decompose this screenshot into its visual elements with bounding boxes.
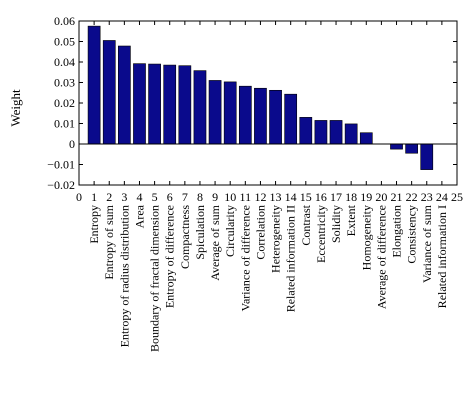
category-label: Heterogeneity <box>269 205 283 273</box>
category-label: Homogeneity <box>359 205 373 270</box>
category-label: Average of difference <box>374 205 388 309</box>
bar-17 <box>329 120 343 145</box>
bar-11 <box>238 85 252 145</box>
x-tick-label: 19 <box>360 190 372 204</box>
bar-6 <box>163 64 177 145</box>
bar-15 <box>299 117 313 145</box>
bar-23 <box>420 143 434 170</box>
category-label: Consistency <box>405 205 419 264</box>
x-tick-label: 9 <box>212 190 218 204</box>
x-tick-label: 17 <box>330 190 342 204</box>
x-tick-label: 15 <box>300 190 312 204</box>
y-axis-ticks: −0.02 −0.01 0 0.01 0.02 0.03 0.04 0.05 0.06 <box>47 14 457 192</box>
x-tick-label: 6 <box>167 190 173 204</box>
category-label: Compactness <box>178 205 192 269</box>
bar-8 <box>193 70 207 145</box>
y-tick-label: 0.06 <box>54 14 75 28</box>
category-label: Entropy <box>87 205 101 244</box>
y-tick-label: 0.01 <box>54 117 75 131</box>
x-tick-label: 16 <box>315 190 327 204</box>
bars-group <box>87 25 434 170</box>
y-tick-label: 0.02 <box>54 96 75 110</box>
x-tick-label: 23 <box>421 190 433 204</box>
x-tick-label: 18 <box>345 190 357 204</box>
x-tick-label: 24 <box>436 190 448 204</box>
bar-5 <box>148 63 161 145</box>
x-tick-label: 0 <box>76 190 82 204</box>
category-label: Extent <box>344 204 358 236</box>
x-tick-label: 25 <box>451 190 463 204</box>
x-tick-label: 14 <box>285 190 297 204</box>
x-tick-label: 21 <box>391 190 403 204</box>
category-label: Variance of difference <box>238 205 252 311</box>
category-label: Entropy of difference <box>163 205 177 308</box>
bar-1 <box>87 25 101 145</box>
x-tick-label: 20 <box>375 190 387 204</box>
bar-14 <box>284 93 298 145</box>
bar-7 <box>178 65 192 145</box>
x-tick-label: 12 <box>254 190 266 204</box>
x-tick-label: 1 <box>91 190 97 204</box>
x-tick-label: 2 <box>106 190 112 204</box>
category-label: Related information II <box>284 205 298 312</box>
x-tick-label: 13 <box>270 190 282 204</box>
category-label: Contrast <box>299 204 313 245</box>
x-tick-label: 4 <box>136 190 142 204</box>
bar-22 <box>405 143 418 154</box>
x-tick-label: 3 <box>121 190 127 204</box>
bar-4 <box>133 63 146 145</box>
y-tick-label: −0.02 <box>47 178 75 192</box>
bar-19 <box>359 132 373 145</box>
category-label: Spiculation <box>193 205 207 260</box>
y-tick-label: 0 <box>69 137 75 151</box>
x-tick-label: 10 <box>224 190 236 204</box>
bar-3 <box>118 45 131 145</box>
bar-10 <box>223 81 237 145</box>
bar-21 <box>390 143 403 150</box>
bar-18 <box>344 123 358 145</box>
x-tick-label: 8 <box>197 190 203 204</box>
x-tick-label: 11 <box>240 190 252 204</box>
category-label: Boundary of fractal dimension <box>148 205 162 352</box>
bar-2 <box>102 40 116 145</box>
x-tick-label: 22 <box>406 190 418 204</box>
y-tick-label: 0.05 <box>54 35 75 49</box>
category-label: Variance of sum <box>420 204 434 283</box>
bar-16 <box>314 120 328 145</box>
x-tick-label: 7 <box>182 190 188 204</box>
x-axis-ticks: 0 1 2 3 4 5 6 7 8 9 10 11 12 13 14 15 16 17 18 19 20 21 22 23 24… <box>76 21 463 204</box>
category-label: Correlation <box>253 205 267 260</box>
bar-13 <box>269 89 282 145</box>
y-tick-label: −0.01 <box>47 158 75 172</box>
category-label: Circularity <box>223 205 237 257</box>
category-label: Related information I <box>435 205 449 308</box>
category-label: Solidity <box>329 205 343 243</box>
y-axis-title: Weight <box>8 89 23 127</box>
y-tick-label: 0.03 <box>54 76 75 90</box>
category-label: Elongation <box>390 205 404 258</box>
bar-9 <box>208 80 222 145</box>
category-labels: Entropy Entropy of sum Entropy of radius d… <box>87 204 449 352</box>
category-label: Entropy of radius distribution <box>117 205 131 347</box>
category-label: Average of sum <box>208 204 222 280</box>
plot-frame <box>78 20 458 186</box>
category-label: Area <box>132 204 146 228</box>
x-tick-label: 5 <box>152 190 158 204</box>
bar-12 <box>254 87 267 145</box>
y-tick-label: 0.04 <box>54 55 75 69</box>
category-label: Entropy of sum <box>102 204 116 279</box>
category-label: Eccentricity <box>314 205 328 263</box>
